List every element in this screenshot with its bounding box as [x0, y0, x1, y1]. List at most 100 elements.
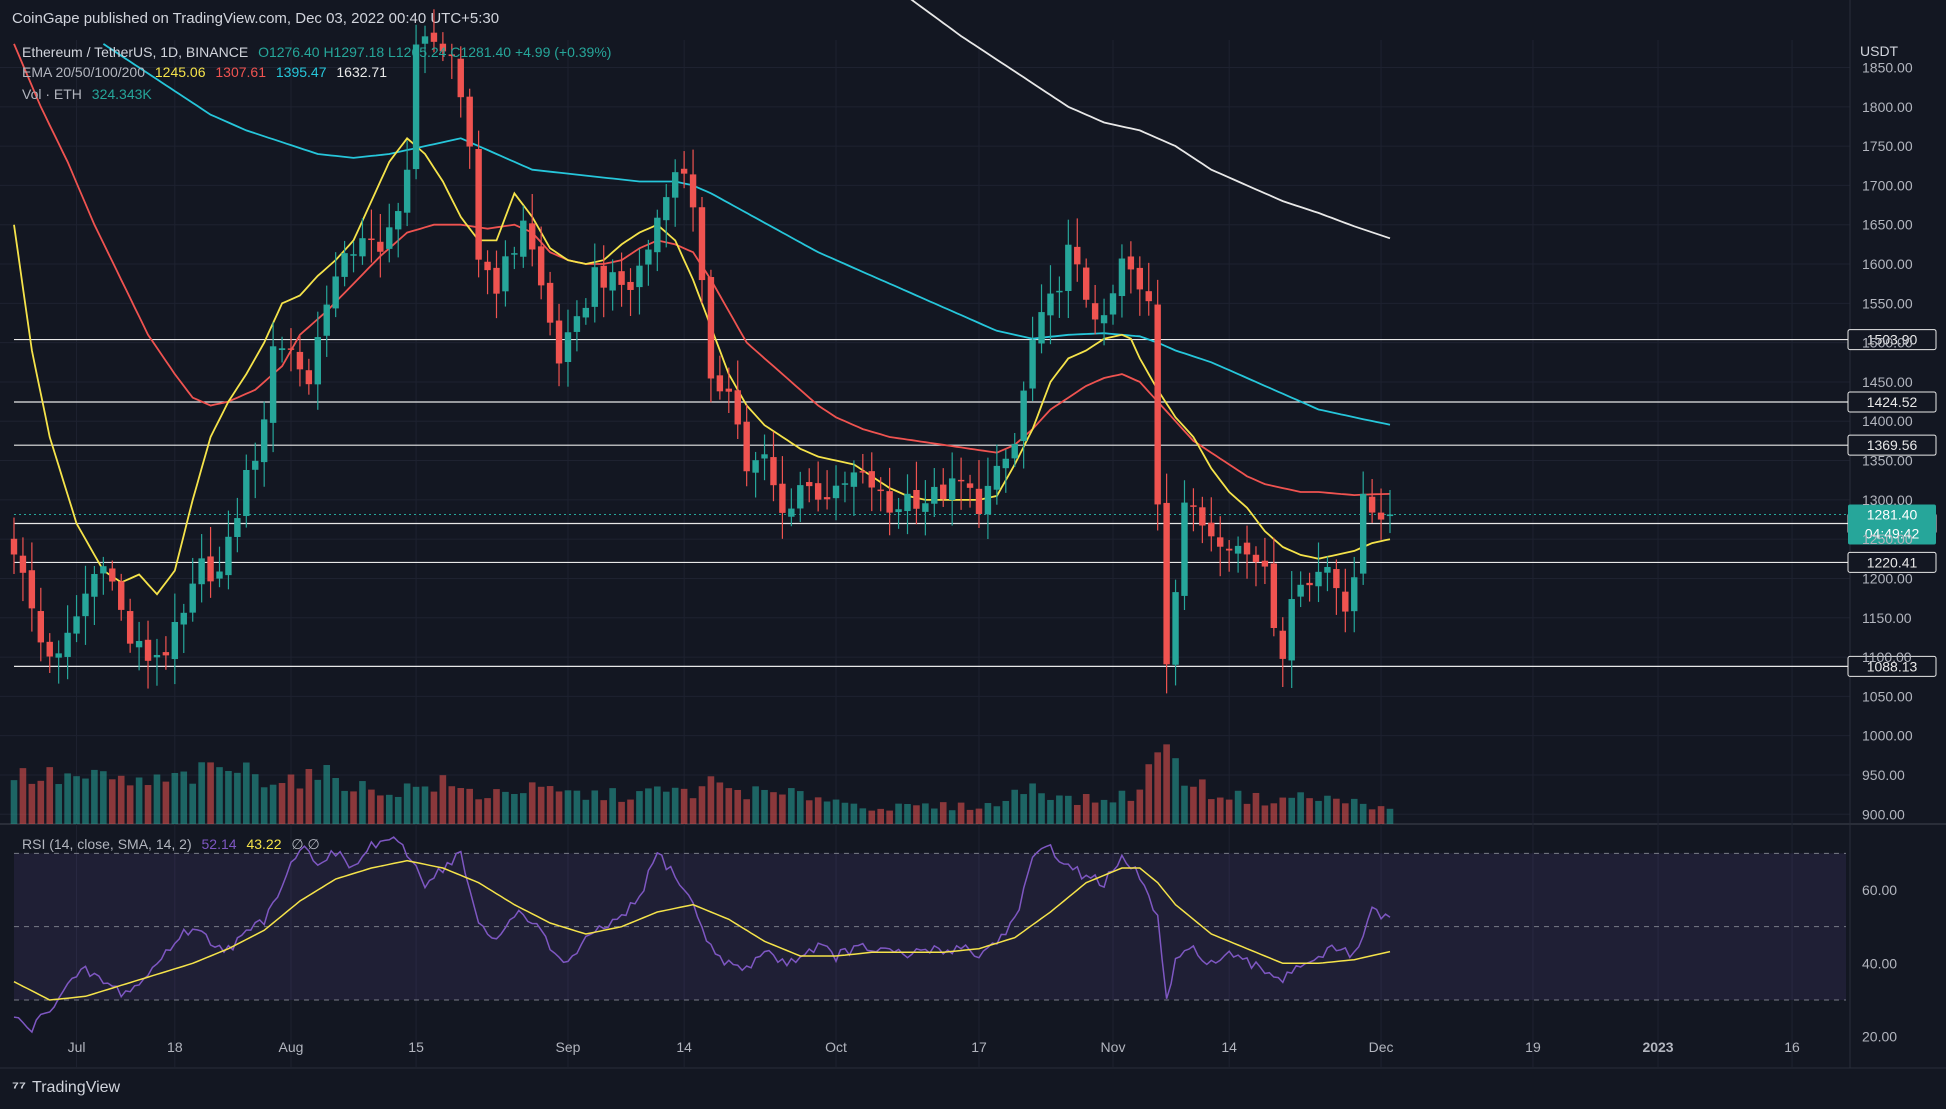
candle-body — [654, 217, 661, 253]
candle-body — [859, 471, 867, 473]
candle-body — [1199, 507, 1206, 526]
volume-bar — [1091, 802, 1099, 824]
candle-body — [457, 58, 464, 98]
candle-body — [1225, 548, 1233, 551]
volume-legend-label: Vol · ETH — [22, 86, 82, 102]
level-label: 1424.52 — [1867, 394, 1918, 410]
ema100-value: 1395.47 — [275, 64, 327, 80]
candle-body — [28, 570, 36, 609]
publisher-caption: CoinGape published on TradingView.com, D… — [12, 10, 500, 27]
volume-bar — [859, 808, 867, 824]
time-tick-label: 14 — [1221, 1039, 1237, 1055]
volume-bar — [573, 790, 581, 824]
time-tick-label: Jul — [68, 1039, 86, 1055]
candle-body — [511, 253, 518, 255]
volume-bar — [189, 783, 196, 824]
candle-body — [19, 555, 27, 573]
time-tick-label: 17 — [971, 1039, 987, 1055]
volume-bar — [180, 771, 188, 824]
candle-body — [868, 471, 875, 488]
candle-body — [1333, 569, 1340, 589]
candle-body — [698, 207, 706, 281]
volume-bar — [975, 808, 983, 824]
candle-body — [10, 538, 18, 555]
rsi-tick-label: 60.00 — [1862, 882, 1897, 898]
volume-bar — [931, 808, 938, 824]
volume-bar — [108, 779, 116, 824]
candle-body — [386, 227, 393, 249]
candle-body — [1359, 493, 1367, 574]
candle-body — [1181, 502, 1188, 596]
candle-body — [207, 556, 214, 582]
volume-bar — [886, 810, 893, 824]
volume-bar — [394, 796, 402, 824]
level-label-box — [1847, 551, 1937, 573]
volume-bar — [19, 768, 27, 824]
volume-bar — [1163, 744, 1170, 824]
volume-bar — [1234, 790, 1242, 824]
candle-body — [627, 281, 634, 290]
price-tick-label: 1250.00 — [1862, 531, 1913, 547]
volume-bar — [1288, 797, 1296, 824]
volume-bar — [341, 790, 348, 824]
ema-legend-label: EMA 20/50/100/200 — [22, 64, 145, 80]
volume-bar — [1368, 809, 1376, 824]
volume-bar — [305, 769, 313, 824]
volume-bar — [627, 799, 634, 824]
candle-body — [162, 652, 170, 656]
candle-body — [37, 611, 45, 643]
volume-bar — [502, 791, 509, 824]
time-tick-label: Nov — [1101, 1039, 1126, 1055]
candle-body — [91, 574, 98, 597]
candle-body — [198, 558, 205, 585]
candle-body — [502, 256, 509, 292]
volume-bar — [1342, 803, 1349, 824]
candle-body — [1145, 291, 1152, 302]
candle-body — [1029, 339, 1036, 389]
volume-bar — [564, 790, 572, 824]
volume-bar — [832, 799, 840, 824]
candle-body — [1163, 502, 1170, 665]
candle-body — [1074, 246, 1081, 265]
axis-layer: 900.00 950.00 1000.00 1050.00 1100.00 1150.00… — [68, 60, 1913, 1055]
volume-bar — [519, 793, 527, 824]
volume-bar — [823, 801, 831, 824]
level-label: 1503.90 — [1867, 332, 1918, 348]
volume-bar — [1243, 803, 1251, 824]
candle-body — [520, 220, 527, 257]
axis-unit: USDT — [1860, 43, 1899, 59]
candle-body — [1217, 537, 1224, 547]
candle-body — [448, 54, 456, 57]
tradingview-logo[interactable]: ⁷⁷ TradingView — [12, 1078, 120, 1098]
volume-bar — [671, 787, 679, 824]
volume-bar — [225, 771, 232, 824]
candle-layer — [10, 9, 1394, 694]
candle-body — [100, 566, 107, 574]
candle-body — [752, 460, 759, 473]
volume-bar — [1306, 798, 1313, 824]
volume-bar — [814, 797, 822, 824]
level-label-box — [1847, 655, 1937, 677]
volume-bar — [1136, 789, 1144, 824]
time-tick-label: Dec — [1369, 1039, 1394, 1055]
volume-bar — [734, 789, 742, 824]
price-tick-label: 1200.00 — [1862, 570, 1913, 586]
volume-bar — [841, 802, 849, 824]
candle-body — [439, 43, 447, 52]
candle-body — [475, 148, 482, 260]
volume-bar — [707, 776, 715, 824]
volume-bar — [1315, 800, 1322, 824]
price-tick-label: 1850.00 — [1862, 60, 1913, 76]
volume-bar — [1279, 797, 1287, 824]
ema-legend: EMA 20/50/100/200 1245.06 1307.61 1395.4… — [22, 64, 393, 80]
candle-body — [671, 172, 679, 198]
volume-bar — [1333, 798, 1340, 824]
volume-bar — [805, 800, 813, 824]
volume-bar — [555, 791, 563, 824]
candle-body — [252, 460, 259, 470]
candle-body — [1324, 566, 1331, 573]
candle-body — [368, 238, 375, 241]
price-tick-label: 1700.00 — [1862, 177, 1913, 193]
ema200-value: 1632.71 — [336, 64, 387, 80]
